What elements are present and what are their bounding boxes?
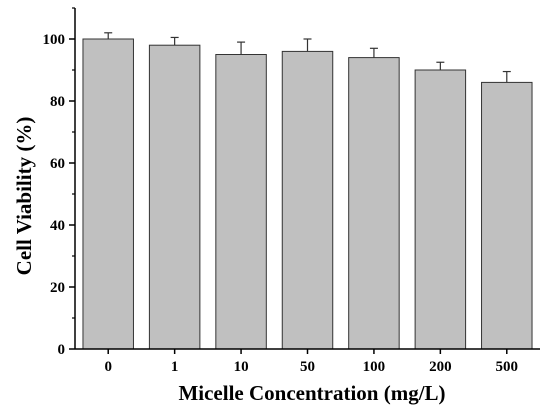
y-tick-label-0: 0 [58, 342, 66, 358]
y-tick-label-100: 100 [43, 32, 66, 48]
y-ticks-group: 0 20 40 60 80 100 [43, 7, 75, 358]
x-axis-title: Micelle Concentration (mg/L) [178, 381, 445, 405]
bar-1 [148, 44, 201, 350]
y-tick-label-40: 40 [50, 218, 65, 234]
x-ticks-group: 0 1 10 50 100 200 500 [104, 349, 518, 375]
y-tick-label-20: 20 [50, 280, 65, 296]
x-tick-label-200: 200 [429, 359, 452, 375]
x-tick-label-50: 50 [300, 359, 315, 375]
bar-200 [414, 69, 467, 350]
y-axis-title: Cell Viability (%) [12, 117, 36, 276]
bar-50 [281, 50, 334, 350]
x-tick-label-0: 0 [104, 359, 112, 375]
error-bars-group [104, 32, 511, 83]
bar-500 [481, 81, 533, 350]
x-tick-label-500: 500 [496, 359, 519, 375]
x-tick-label-10: 10 [234, 359, 249, 375]
bars-group [82, 38, 533, 350]
bar-100 [348, 57, 400, 350]
bar-0 [82, 38, 134, 350]
y-tick-label-80: 80 [50, 94, 65, 110]
y-tick-label-60: 60 [50, 156, 65, 172]
bar-10 [215, 54, 267, 350]
x-tick-label-1: 1 [171, 359, 179, 375]
x-tick-label-100: 100 [363, 359, 386, 375]
